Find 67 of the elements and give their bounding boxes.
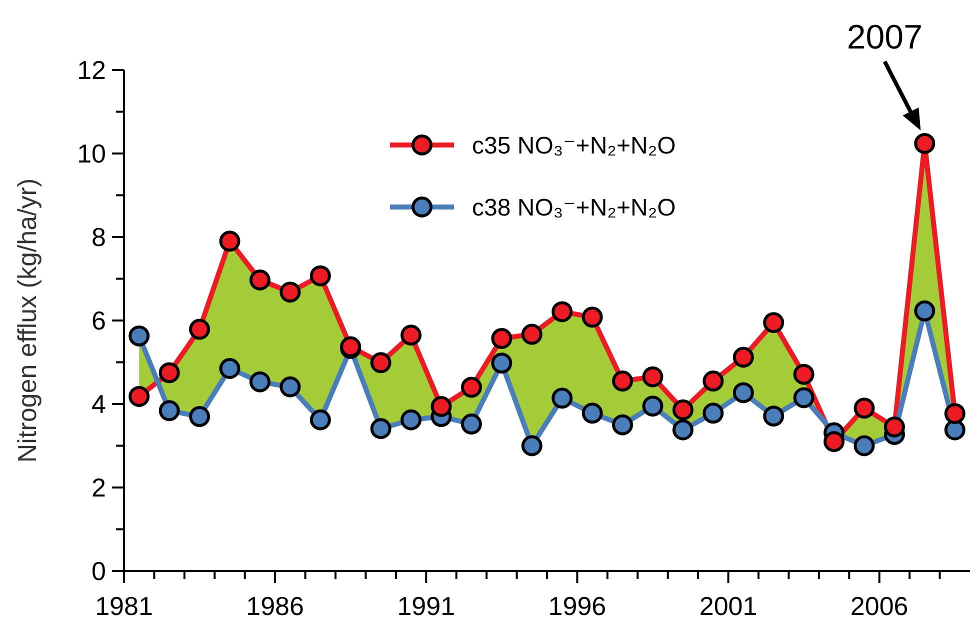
point [280,376,301,398]
legend-label: c38 NO₃⁻+N₂+N₂O [472,194,676,222]
point [944,403,966,424]
point [793,364,814,385]
point [189,318,210,340]
y-tick-label: 12 [77,55,106,86]
point [310,409,331,430]
point [460,414,482,435]
point [854,398,875,419]
point [612,414,634,436]
legend-label: c35 NO₃⁻+N₂+N₂O [472,132,676,160]
point [128,325,150,346]
point [854,435,875,456]
point [521,435,542,456]
point [280,282,301,303]
y-tick-label: 0 [92,556,106,586]
point [370,418,392,440]
point [914,132,936,154]
point [763,312,784,334]
point [732,346,754,368]
point [793,387,814,408]
point [824,431,845,452]
y-tick-label: 10 [77,138,106,169]
point [582,402,603,424]
point [612,370,634,392]
point [582,306,603,328]
y-tick-label: 6 [92,306,106,336]
point [491,352,512,374]
y-tick-label: 4 [92,389,106,420]
point [249,270,270,291]
y-tick-label: 8 [92,222,106,252]
point [521,324,542,345]
point [158,400,180,422]
point [310,265,331,286]
point [552,388,573,409]
point [672,419,694,440]
point [370,352,392,374]
point [763,406,784,427]
x-tick-label: 1991 [397,591,456,621]
point [249,371,270,392]
point [219,230,240,252]
x-tick-label: 1981 [95,591,153,621]
point [400,409,422,430]
annotation: 2007 [846,18,922,56]
x-tick-label: 2001 [699,591,758,621]
x-tick-label: 1986 [246,591,304,621]
x-tick-label: 2006 [850,591,908,621]
y-axis-title: Nitrogen efflux (kg/ha/yr) [12,178,42,463]
point [732,382,754,404]
point [460,376,482,398]
point [552,301,573,322]
point [219,358,240,380]
point [884,416,905,438]
point [642,366,664,388]
point [914,300,936,322]
point [400,324,422,346]
point [642,396,664,417]
point [158,362,180,384]
x-tick-label: 1996 [548,591,606,621]
point [189,406,210,428]
point [672,399,694,420]
point [430,396,452,418]
point [702,370,724,392]
point [128,386,150,407]
point [702,402,724,424]
point [491,328,512,349]
y-tick-label: 2 [92,472,106,503]
